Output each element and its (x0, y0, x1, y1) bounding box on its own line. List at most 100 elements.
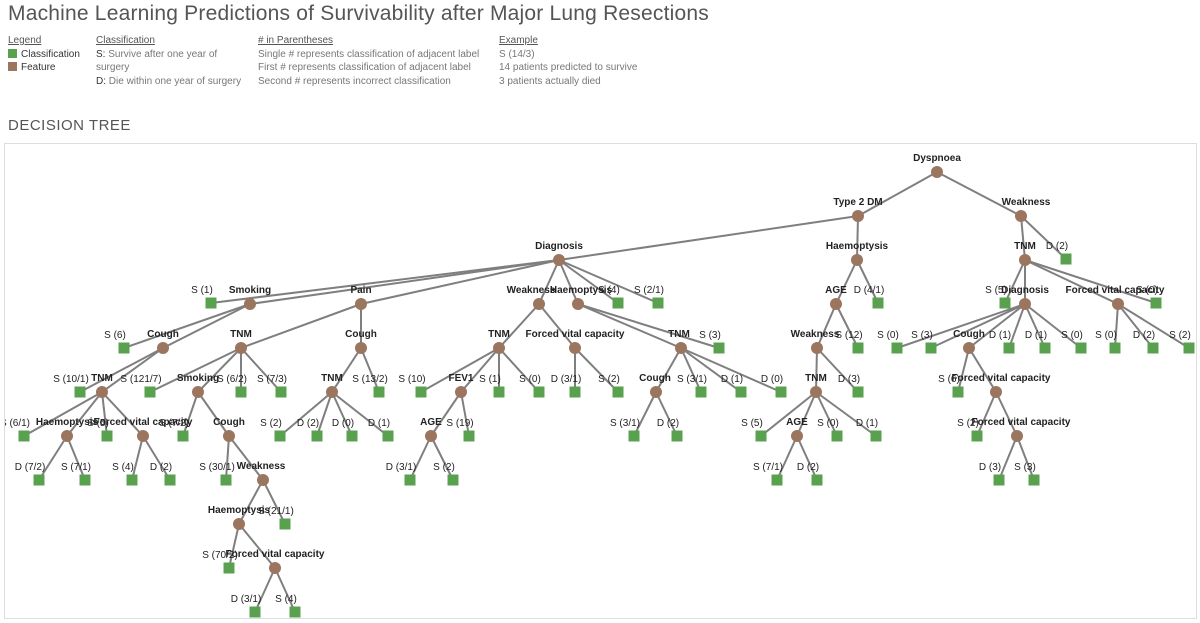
classification-node-s0b[interactable]: S (0) (817, 418, 843, 442)
classification-node-s7-1a[interactable]: S (7/1) (61, 462, 91, 486)
feature-node-weakness1[interactable]: Weakness (1002, 197, 1051, 222)
classification-node-s0d[interactable]: S (0) (1061, 330, 1087, 354)
classification-node-s12[interactable]: S (12) (835, 330, 864, 354)
feature-node-diagnosis[interactable]: Diagnosis (535, 241, 583, 266)
classification-node-d2a[interactable]: D (2) (150, 462, 176, 486)
classification-node-s6-2[interactable]: S (6/2) (217, 374, 247, 398)
classification-node-s13-2[interactable]: S (13/2) (352, 374, 388, 398)
classification-node-d3b[interactable]: D (3) (979, 462, 1005, 486)
feature-node-type2dm[interactable]: Type 2 DM (833, 197, 883, 222)
feature-node-cough5[interactable]: Cough (953, 329, 985, 354)
feature-node-weakness3[interactable]: Weakness (237, 461, 286, 486)
classification-node-s10-1[interactable]: S (10/1) (53, 374, 89, 398)
classification-node-s10[interactable]: S (10) (398, 374, 427, 398)
classification-node-s0a[interactable]: S (0) (519, 374, 545, 398)
classification-node-s6[interactable]: S (6) (104, 330, 130, 354)
classification-node-s3-1[interactable]: S (3/1) (610, 418, 640, 442)
feature-node-dyspnoea[interactable]: Dyspnoea (913, 153, 961, 178)
classification-node-d1c[interactable]: D (1) (856, 418, 882, 442)
classification-node-d4-1[interactable]: D (4/1) (854, 285, 885, 309)
feature-node-tnm6[interactable]: TNM (805, 373, 827, 398)
feature-node-fvc4[interactable]: Forced vital capacity (226, 549, 325, 574)
classification-node-d0b[interactable]: D (0) (761, 374, 787, 398)
feature-node-tnm4[interactable]: TNM (488, 329, 510, 354)
feature-node-pain[interactable]: Pain (350, 285, 372, 310)
classification-node-d3a[interactable]: D (3) (838, 374, 864, 398)
feature-node-cough3[interactable]: Cough (345, 329, 377, 354)
classification-node-s21-1[interactable]: S (21/1) (258, 506, 294, 530)
feature-node-age2[interactable]: AGE (825, 285, 847, 310)
classification-node-d2c[interactable]: D (2) (657, 418, 683, 442)
classification-node-s2d[interactable]: S (2) (957, 418, 983, 442)
classification-node-s5c[interactable]: S (5) (985, 285, 1011, 309)
feature-node-weakness2[interactable]: Weakness (507, 285, 556, 310)
classification-node-s6b[interactable]: S (6) (938, 374, 964, 398)
feature-node-fvc2[interactable]: Forced vital capacity (526, 329, 625, 354)
classification-node-s6-1[interactable]: S (6/1) (5, 418, 30, 442)
classification-node-s2a[interactable]: S (2) (260, 418, 286, 442)
classification-node-s2b[interactable]: S (2) (433, 462, 459, 486)
classification-node-d2b[interactable]: D (2) (297, 418, 323, 442)
classification-node-s70-2[interactable]: S (70/2) (202, 550, 238, 574)
classification-node-d1a[interactable]: D (1) (368, 418, 394, 442)
feature-node-cough4[interactable]: Cough (639, 373, 671, 398)
feature-node-diagnosis2[interactable]: Diagnosis (1001, 285, 1049, 310)
feature-node-fev1[interactable]: FEV1 (448, 373, 474, 398)
classification-node-d2e[interactable]: D (2) (1133, 330, 1159, 354)
feature-node-haem3[interactable]: Haemoptysis (208, 505, 271, 530)
classification-node-d1e[interactable]: D (1) (1025, 330, 1051, 354)
feature-node-tnm3[interactable]: TNM (321, 373, 343, 398)
classification-node-d0a[interactable]: D (0) (332, 418, 358, 442)
classification-node-s3c[interactable]: S (3) (1014, 462, 1040, 486)
classification-node-s5b[interactable]: S (5) (741, 418, 767, 442)
classification-node-s2e[interactable]: S (2) (1169, 330, 1195, 354)
classification-node-s19[interactable]: S (19) (446, 418, 475, 442)
classification-node-s4b[interactable]: S (4) (598, 285, 624, 309)
feature-node-fvc5[interactable]: Forced vital capacity (952, 373, 1051, 398)
classification-node-d3-1b[interactable]: D (3/1) (551, 374, 582, 398)
feature-node-tnm1[interactable]: TNM (91, 373, 113, 398)
feature-node-smoking[interactable]: Smoking (229, 285, 271, 310)
classification-node-s3b[interactable]: S (3) (911, 330, 937, 354)
classification-node-s121-7[interactable]: S (121/7) (120, 374, 162, 398)
node-label: D (3) (838, 374, 860, 385)
classification-node-d2f[interactable]: D (2) (1046, 241, 1072, 265)
classification-node-s0e[interactable]: S (0) (1095, 330, 1121, 354)
feature-node-age1[interactable]: AGE (420, 417, 442, 442)
classification-node-s4a[interactable]: S (4) (112, 462, 138, 486)
feature-node-fvc6[interactable]: Forced vital capacity (972, 417, 1071, 442)
classification-node-s2c[interactable]: S (2) (598, 374, 624, 398)
classification-node-s1[interactable]: S (1) (191, 285, 217, 309)
classification-node-s3-1b[interactable]: S (3/1) (677, 374, 707, 398)
classification-node-s7-3[interactable]: S (7/3) (257, 374, 287, 398)
classification-node-s5a[interactable]: S (5) (87, 418, 113, 442)
feature-node-tnm7[interactable]: TNM (1014, 241, 1036, 266)
classification-node-d3-1a[interactable]: D (3/1) (386, 462, 417, 486)
feature-node-cough2[interactable]: Cough (213, 417, 245, 442)
classification-node-s0c[interactable]: S (0) (877, 330, 903, 354)
feature-node-age3[interactable]: AGE (786, 417, 808, 442)
feature-node-tnm5[interactable]: TNM (668, 329, 690, 354)
classification-node-d2d[interactable]: D (2) (797, 462, 823, 486)
feature-node-fvc3[interactable]: Forced vital capacity (1066, 285, 1165, 310)
feature-node-haem4[interactable]: Haemoptysis (826, 241, 889, 266)
classification-node-d3-1c[interactable]: D (3/1) (231, 594, 262, 618)
feature-node-weakness4[interactable]: Weakness (791, 329, 840, 354)
classification-node-s3a[interactable]: S (3) (699, 330, 725, 354)
classification-node-s1b[interactable]: S (1) (479, 374, 505, 398)
classification-node-s4c[interactable]: S (4) (275, 594, 301, 618)
classification-node-s7-1b[interactable]: S (7/1) (753, 462, 783, 486)
feature-node-cough1[interactable]: Cough (147, 329, 179, 354)
classification-node-s0f[interactable]: S (0) (1136, 285, 1162, 309)
feature-node-haem1[interactable]: Haemoptysis (36, 417, 99, 442)
classification-node-s7-2[interactable]: S (7/2) (159, 418, 189, 442)
feature-node-tnm2[interactable]: TNM (230, 329, 252, 354)
classification-node-s2-1[interactable]: S (2/1) (634, 285, 664, 309)
classification-node-s30-1[interactable]: S (30/1) (199, 462, 235, 486)
classification-node-d1b[interactable]: D (1) (721, 374, 747, 398)
classification-node-d7-2[interactable]: D (7/2) (15, 462, 46, 486)
feature-node-fvc1[interactable]: Forced vital capacity (94, 417, 193, 442)
feature-node-smoking2[interactable]: Smoking (177, 373, 219, 398)
feature-node-haem2[interactable]: Haemoptysis (550, 285, 613, 310)
classification-node-d1d[interactable]: D (1) (989, 330, 1015, 354)
